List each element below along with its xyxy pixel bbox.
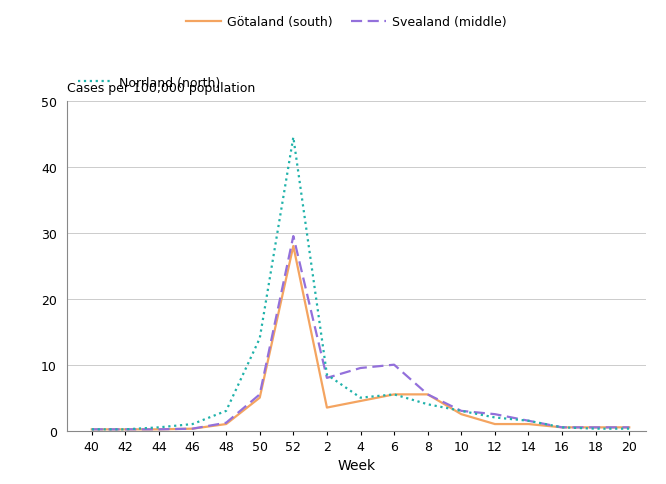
Norrland (north)	[591, 426, 599, 432]
Götaland (south)	[558, 424, 566, 430]
Norrland (north)	[88, 426, 96, 432]
Svealand (middle)	[289, 234, 297, 240]
Line: Götaland (south): Götaland (south)	[92, 246, 629, 429]
Svealand (middle)	[591, 424, 599, 430]
Götaland (south)	[256, 395, 264, 401]
Svealand (middle)	[390, 362, 398, 368]
Götaland (south)	[188, 426, 196, 432]
Norrland (north)	[390, 392, 398, 397]
Norrland (north)	[256, 336, 264, 342]
Svealand (middle)	[222, 420, 230, 426]
Svealand (middle)	[121, 426, 129, 432]
Norrland (north)	[222, 408, 230, 414]
Svealand (middle)	[558, 424, 566, 430]
Svealand (middle)	[458, 408, 466, 414]
Götaland (south)	[121, 426, 129, 432]
X-axis label: Week: Week	[337, 458, 376, 472]
Norrland (north)	[558, 424, 566, 430]
Line: Norrland (north): Norrland (north)	[92, 138, 629, 429]
Götaland (south)	[390, 392, 398, 397]
Götaland (south)	[289, 243, 297, 249]
Svealand (middle)	[88, 426, 96, 432]
Götaland (south)	[591, 424, 599, 430]
Norrland (north)	[458, 408, 466, 414]
Götaland (south)	[356, 398, 364, 404]
Norrland (north)	[155, 424, 163, 430]
Svealand (middle)	[491, 411, 499, 417]
Götaland (south)	[524, 421, 532, 427]
Götaland (south)	[323, 405, 331, 410]
Svealand (middle)	[625, 424, 633, 430]
Text: Cases per 100,000 population: Cases per 100,000 population	[67, 81, 255, 94]
Norrland (north)	[356, 395, 364, 401]
Svealand (middle)	[323, 375, 331, 381]
Götaland (south)	[424, 392, 432, 397]
Norrland (north)	[491, 415, 499, 421]
Svealand (middle)	[188, 426, 196, 432]
Götaland (south)	[88, 426, 96, 432]
Norrland (north)	[625, 426, 633, 432]
Svealand (middle)	[155, 426, 163, 432]
Götaland (south)	[458, 411, 466, 417]
Svealand (middle)	[256, 392, 264, 397]
Norrland (north)	[121, 426, 129, 432]
Norrland (north)	[424, 402, 432, 408]
Götaland (south)	[222, 421, 230, 427]
Götaland (south)	[155, 426, 163, 432]
Svealand (middle)	[424, 392, 432, 397]
Line: Svealand (middle): Svealand (middle)	[92, 237, 629, 429]
Norrland (north)	[289, 135, 297, 141]
Götaland (south)	[491, 421, 499, 427]
Norrland (north)	[323, 372, 331, 378]
Legend: Götaland (south), Svealand (middle): Götaland (south), Svealand (middle)	[180, 11, 512, 34]
Svealand (middle)	[524, 418, 532, 424]
Svealand (middle)	[356, 365, 364, 371]
Legend: Norrland (north): Norrland (north)	[73, 72, 225, 94]
Norrland (north)	[524, 418, 532, 424]
Norrland (north)	[188, 421, 196, 427]
Götaland (south)	[625, 424, 633, 430]
